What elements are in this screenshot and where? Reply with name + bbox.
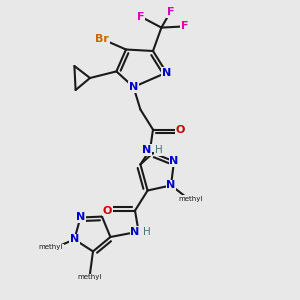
- Text: Br: Br: [95, 34, 109, 44]
- Text: N: N: [70, 234, 79, 244]
- Text: O: O: [103, 206, 112, 216]
- Text: methyl: methyl: [178, 196, 203, 202]
- Text: N: N: [162, 68, 171, 78]
- Text: N: N: [130, 226, 140, 237]
- Text: N: N: [129, 82, 138, 92]
- Text: O: O: [175, 124, 185, 135]
- Text: N: N: [76, 212, 85, 223]
- Text: N: N: [167, 180, 176, 190]
- Text: H: H: [143, 226, 151, 237]
- Text: F: F: [181, 21, 188, 32]
- Text: F: F: [167, 7, 174, 17]
- Text: F: F: [137, 11, 144, 22]
- Text: N: N: [169, 156, 178, 167]
- Text: H: H: [154, 145, 162, 155]
- Text: methyl: methyl: [39, 244, 63, 250]
- Text: N: N: [142, 145, 151, 155]
- Text: methyl: methyl: [78, 274, 102, 280]
